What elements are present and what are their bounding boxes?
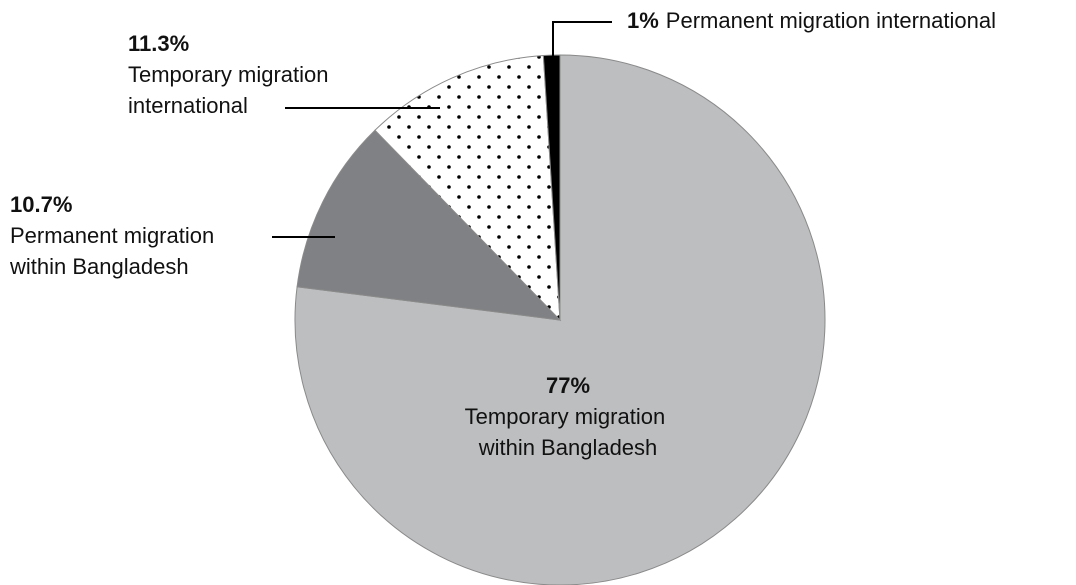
leader-line	[552, 21, 612, 57]
pie-slice	[374, 54, 561, 322]
pie-slice	[296, 129, 562, 321]
category-label: Temporary migration within Bangladesh	[465, 404, 672, 460]
percent-label: 11.3%	[128, 31, 189, 56]
category-label: Permanent migration within Bangladesh	[9, 223, 220, 279]
pie-slice	[542, 54, 561, 321]
category-label: Permanent migration international	[666, 8, 996, 33]
percent-label: 77%	[546, 373, 590, 398]
slice-label: 1% Permanent migration international	[627, 8, 996, 33]
percent-label: 1%	[627, 8, 659, 33]
category-label: Temporary migration international	[128, 62, 335, 118]
percent-label: 10.7%	[10, 192, 72, 217]
